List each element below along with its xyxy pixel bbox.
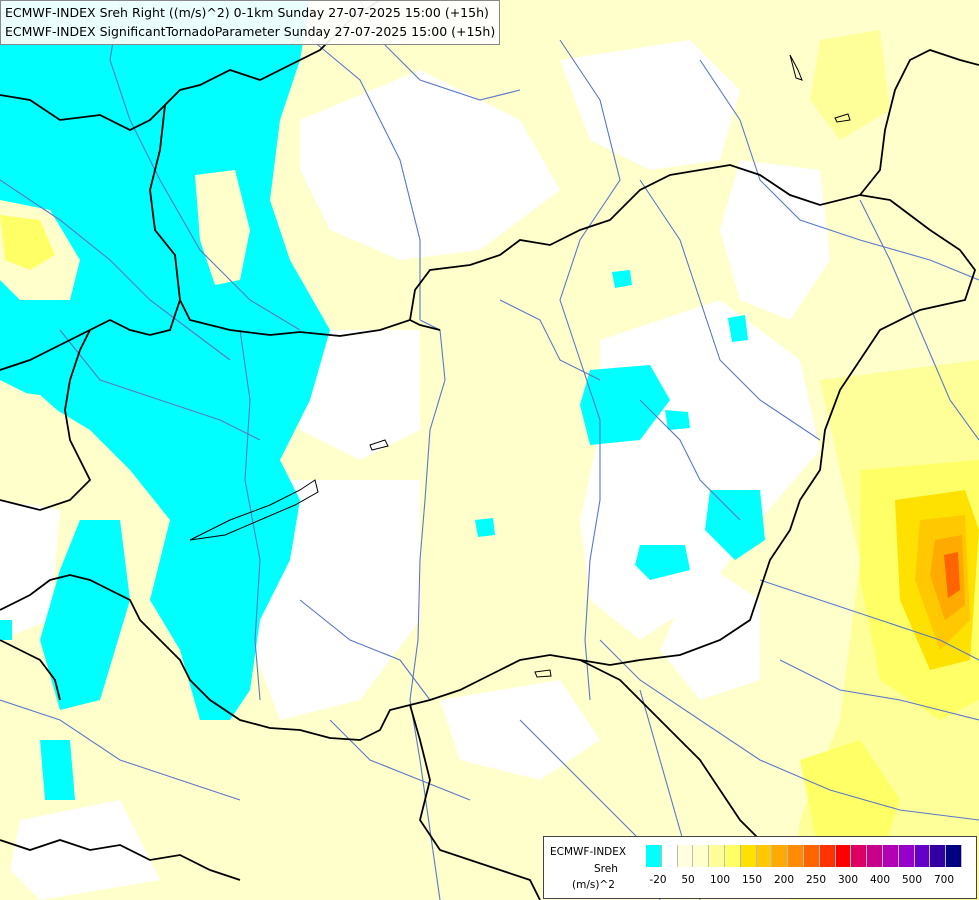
legend-tick-label: 50 (681, 874, 695, 886)
map-header: ECMWF-INDEX Sreh Right ((m/s)^2) 0-1km S… (0, 0, 501, 45)
legend-tick-label: -20 (649, 874, 667, 886)
lakes (189, 54, 851, 678)
legend-swatch (867, 845, 883, 867)
legend-swatch (788, 845, 804, 867)
legend-swatch (646, 845, 662, 867)
legend-tick-label: 400 (869, 874, 891, 886)
legend-tick-label: 150 (741, 874, 763, 886)
legend-param: Sreh (594, 863, 618, 875)
high-sreh-plume (0, 30, 979, 900)
legend-swatch (835, 845, 852, 867)
legend-title: ECMWF-INDEX (550, 846, 627, 858)
legend-swatch (898, 845, 915, 867)
negative-sreh-areas (0, 0, 765, 800)
legend-ticks: -20 50 100 150 200 250 300 400 500 700 (640, 874, 970, 888)
legend-swatch (914, 845, 931, 867)
legend-unit: (m/s)^2 (572, 879, 615, 891)
legend-swatch (803, 845, 820, 867)
legend-tick-label: 250 (805, 874, 827, 886)
legend-tick-label: 200 (773, 874, 795, 886)
header-line-sreh: ECMWF-INDEX Sreh Right ((m/s)^2) 0-1km S… (5, 5, 489, 20)
legend-swatch (709, 845, 725, 867)
legend-swatch (756, 845, 773, 867)
legend-swatch (677, 845, 694, 867)
legend-swatch (882, 845, 899, 867)
legend-swatch (930, 845, 947, 867)
legend-swatches (646, 845, 962, 867)
legend-tick-label: 700 (933, 874, 955, 886)
color-legend: ECMWF-INDEX Sreh (m/s)^2 -20 50 100 150 200 2… (543, 836, 977, 899)
legend-swatch (772, 845, 789, 867)
legend-tick-label: 500 (901, 874, 923, 886)
legend-swatch (724, 845, 741, 867)
legend-swatch (851, 845, 868, 867)
legend-swatch (946, 845, 962, 867)
legend-tick-label: 300 (837, 874, 859, 886)
legend-swatch (693, 845, 710, 867)
header-line-stp: ECMWF-INDEX SignificantTornadoParameter … (5, 24, 496, 39)
legend-tick-label: 100 (709, 874, 731, 886)
legend-swatch (740, 845, 757, 867)
legend-swatch (661, 845, 678, 867)
legend-swatch (819, 845, 836, 867)
